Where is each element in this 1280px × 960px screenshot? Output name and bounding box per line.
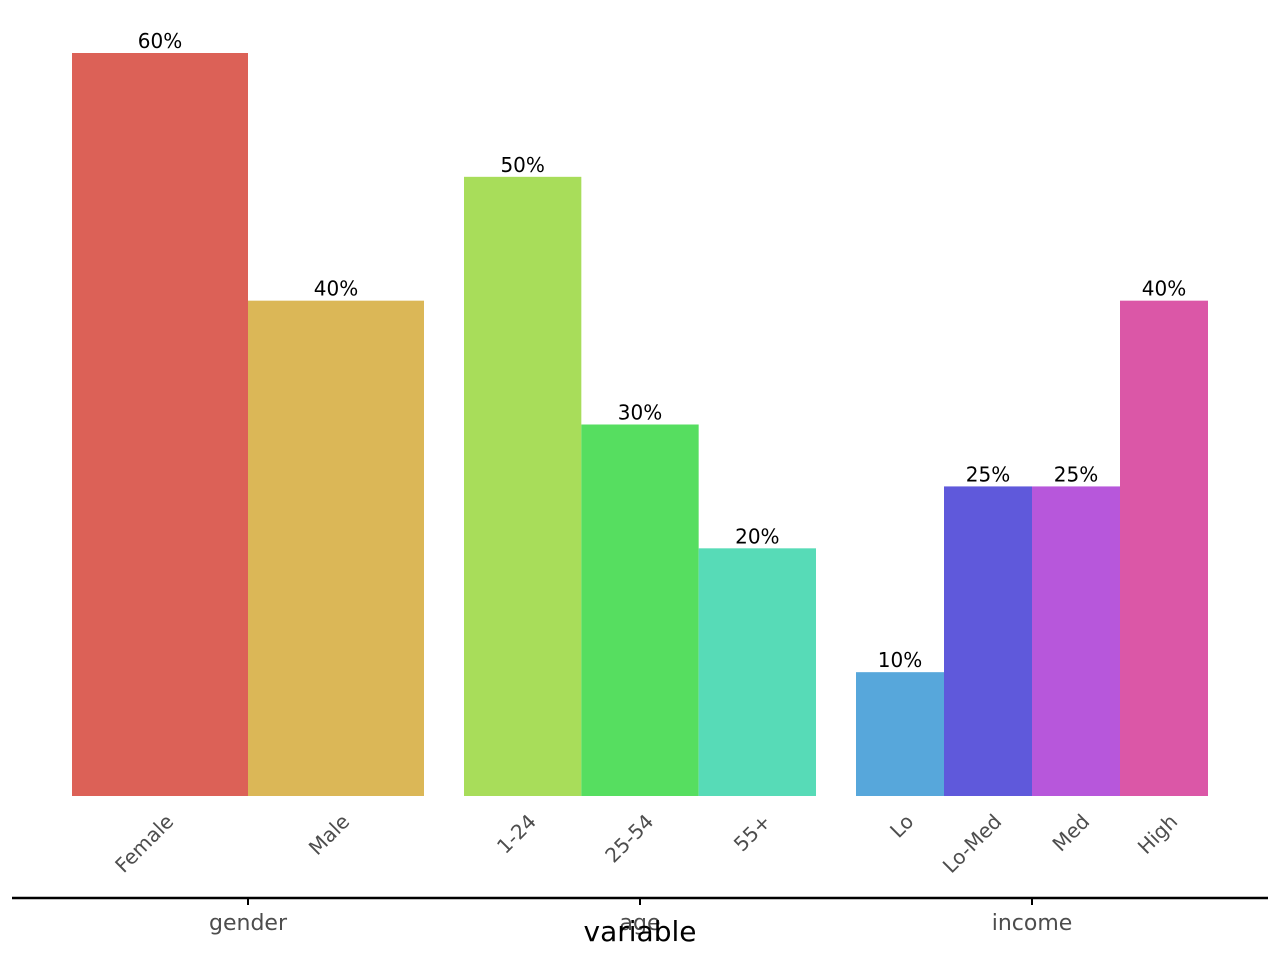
bar-age-25-54 <box>581 424 699 796</box>
category-tick-label: 25-54 <box>600 809 658 867</box>
bar-gender-Male <box>248 300 424 796</box>
bars-layer <box>72 53 1208 796</box>
bar-income-High <box>1120 300 1208 796</box>
bar-value-labels: 60% 40% 50% 30% 20% 10% 25% 25% 40% <box>138 29 1186 672</box>
group-tick-labels: gender age income <box>209 898 1072 936</box>
category-tick-label: Lo-Med <box>938 809 1007 878</box>
bar-value-label: 40% <box>314 277 358 301</box>
category-tick-label: Lo <box>885 809 918 842</box>
bar-value-label: 25% <box>1054 462 1098 486</box>
bar-value-label: 50% <box>500 153 544 177</box>
bar-value-label: 20% <box>735 524 779 548</box>
bar-value-label: 40% <box>1142 277 1186 301</box>
bar-gender-Female <box>72 53 248 796</box>
category-tick-label: Male <box>304 809 354 859</box>
category-tick-label: 1-24 <box>492 809 541 858</box>
group-tick-label: gender <box>209 911 288 936</box>
bar-age-55+ <box>698 548 816 796</box>
group-tick-label: income <box>992 911 1073 936</box>
bar-value-label: 60% <box>138 29 182 53</box>
category-tick-label: 55+ <box>729 809 776 856</box>
category-tick-label: High <box>1133 809 1182 858</box>
category-tick-labels: Female Male 1-24 25-54 55+ Lo Lo-Med Med High <box>110 809 1182 878</box>
bar-value-label: 25% <box>966 462 1010 486</box>
group-tick-label: age <box>620 911 661 936</box>
bar-income-Lo-Med <box>944 486 1032 796</box>
x-axis-title: variable <box>584 915 697 948</box>
category-tick-label: Med <box>1047 809 1094 856</box>
bar-value-label: 30% <box>618 401 662 425</box>
bar-age-1-24 <box>464 176 582 796</box>
bar-income-Lo <box>856 672 944 796</box>
category-tick-label: Female <box>110 809 178 877</box>
bar-income-Med <box>1032 486 1120 796</box>
bar-value-label: 10% <box>878 648 922 672</box>
